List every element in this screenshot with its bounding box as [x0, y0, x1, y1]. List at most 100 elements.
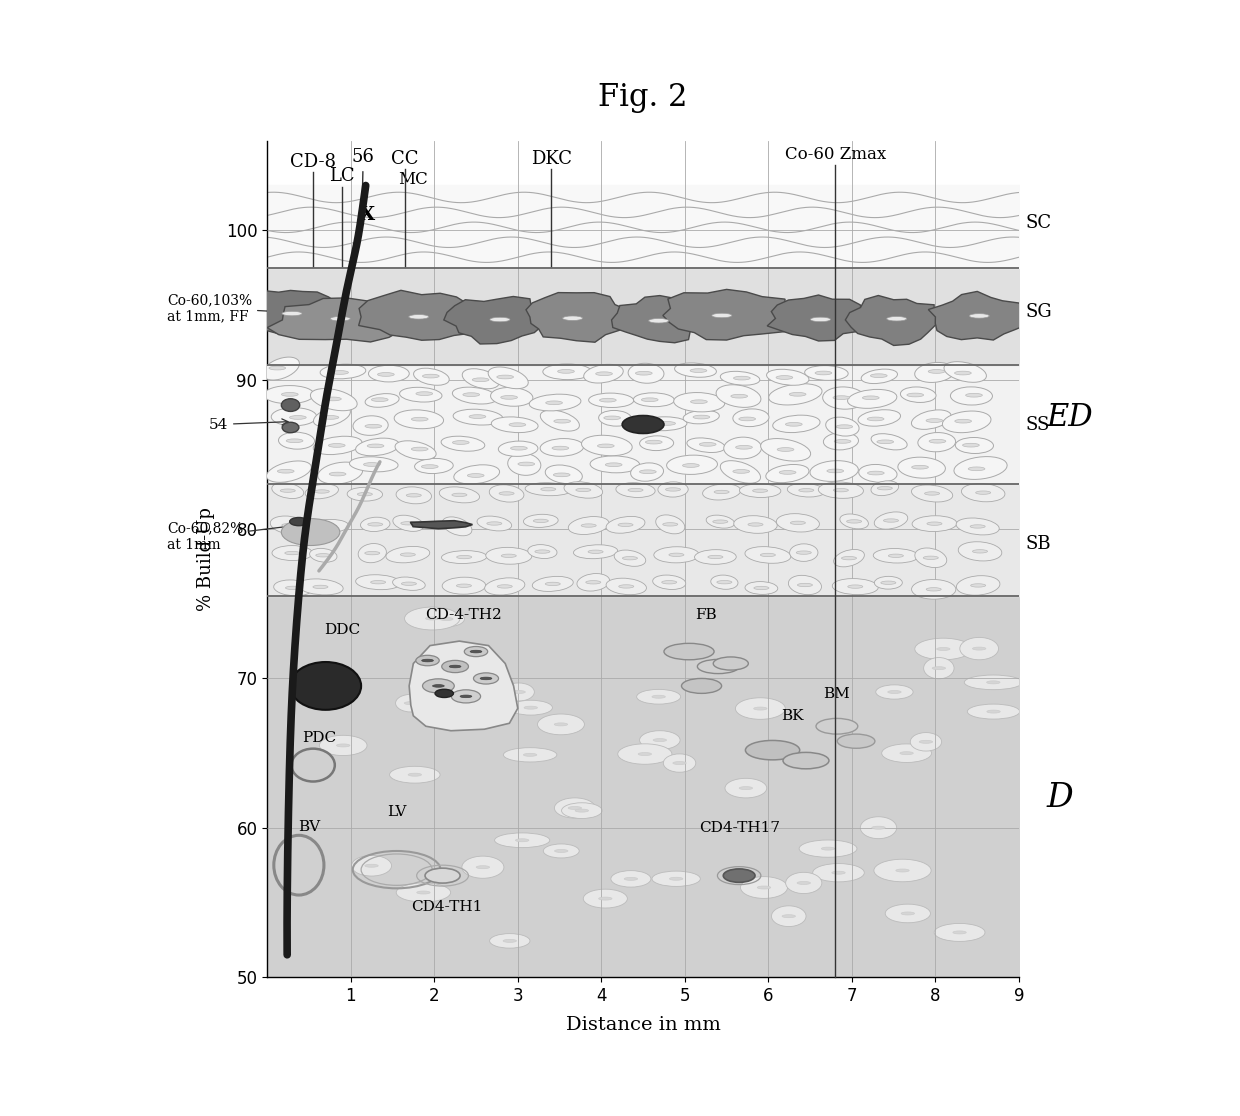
- Ellipse shape: [739, 787, 753, 790]
- Ellipse shape: [463, 856, 503, 878]
- Ellipse shape: [822, 387, 866, 410]
- Polygon shape: [410, 521, 472, 529]
- Ellipse shape: [733, 470, 750, 473]
- Ellipse shape: [454, 464, 500, 484]
- Text: Co-60,82%
at 1mm: Co-60,82% at 1mm: [167, 520, 324, 551]
- Ellipse shape: [782, 915, 795, 917]
- Ellipse shape: [874, 512, 908, 529]
- Y-axis label: % Build-Up: % Build-Up: [197, 507, 215, 610]
- Ellipse shape: [911, 465, 929, 469]
- Ellipse shape: [490, 934, 529, 949]
- Ellipse shape: [697, 660, 739, 674]
- Ellipse shape: [616, 482, 655, 498]
- Ellipse shape: [546, 583, 560, 586]
- Ellipse shape: [396, 441, 436, 460]
- Ellipse shape: [377, 373, 394, 376]
- Ellipse shape: [900, 387, 936, 403]
- Ellipse shape: [512, 691, 526, 693]
- Text: LV: LV: [387, 806, 407, 819]
- Ellipse shape: [272, 483, 304, 499]
- Ellipse shape: [870, 374, 887, 377]
- Ellipse shape: [640, 436, 673, 451]
- Ellipse shape: [906, 393, 924, 397]
- Ellipse shape: [464, 646, 487, 656]
- Ellipse shape: [389, 767, 440, 783]
- Ellipse shape: [476, 866, 490, 868]
- Ellipse shape: [491, 417, 538, 433]
- Ellipse shape: [950, 387, 992, 405]
- Ellipse shape: [489, 367, 528, 388]
- Ellipse shape: [414, 459, 453, 473]
- Ellipse shape: [606, 517, 645, 533]
- Ellipse shape: [656, 514, 684, 533]
- Ellipse shape: [365, 551, 379, 555]
- Ellipse shape: [706, 516, 734, 528]
- Ellipse shape: [965, 675, 1022, 690]
- Ellipse shape: [449, 665, 461, 667]
- Ellipse shape: [653, 547, 699, 562]
- Ellipse shape: [577, 574, 610, 591]
- Ellipse shape: [417, 891, 430, 894]
- Ellipse shape: [495, 833, 549, 848]
- Ellipse shape: [440, 617, 453, 620]
- Ellipse shape: [330, 472, 346, 475]
- Ellipse shape: [730, 394, 748, 398]
- Ellipse shape: [703, 484, 740, 500]
- Ellipse shape: [826, 417, 859, 436]
- Ellipse shape: [320, 364, 366, 378]
- Ellipse shape: [575, 489, 590, 492]
- Text: SB: SB: [1025, 535, 1052, 554]
- Ellipse shape: [883, 519, 899, 522]
- Ellipse shape: [885, 904, 930, 923]
- Ellipse shape: [955, 420, 971, 423]
- Ellipse shape: [507, 453, 541, 475]
- Text: X: X: [360, 206, 374, 224]
- Ellipse shape: [976, 491, 991, 494]
- Ellipse shape: [733, 408, 769, 426]
- Ellipse shape: [713, 520, 728, 523]
- Ellipse shape: [456, 584, 471, 587]
- Ellipse shape: [624, 877, 637, 881]
- Ellipse shape: [368, 365, 409, 382]
- Ellipse shape: [622, 557, 637, 560]
- Ellipse shape: [568, 807, 582, 809]
- Ellipse shape: [482, 684, 496, 687]
- Ellipse shape: [956, 518, 999, 535]
- Ellipse shape: [919, 740, 932, 743]
- Ellipse shape: [491, 387, 533, 406]
- Ellipse shape: [816, 719, 858, 734]
- Ellipse shape: [329, 443, 345, 448]
- Ellipse shape: [823, 433, 858, 450]
- Ellipse shape: [961, 483, 1004, 502]
- Ellipse shape: [639, 752, 651, 756]
- Ellipse shape: [330, 317, 350, 321]
- Ellipse shape: [717, 580, 732, 584]
- Ellipse shape: [554, 849, 568, 853]
- Text: BV: BV: [298, 820, 320, 835]
- Ellipse shape: [753, 489, 768, 492]
- Ellipse shape: [790, 393, 806, 396]
- Ellipse shape: [310, 548, 337, 562]
- Ellipse shape: [599, 897, 613, 901]
- Ellipse shape: [404, 702, 418, 704]
- Ellipse shape: [766, 464, 808, 483]
- Ellipse shape: [810, 461, 858, 481]
- Ellipse shape: [543, 844, 579, 858]
- Ellipse shape: [928, 522, 942, 526]
- Ellipse shape: [987, 710, 1001, 713]
- Ellipse shape: [970, 525, 986, 528]
- Text: DKC: DKC: [531, 150, 572, 167]
- Ellipse shape: [962, 443, 980, 448]
- Ellipse shape: [653, 739, 667, 742]
- Ellipse shape: [723, 869, 755, 883]
- Ellipse shape: [523, 753, 537, 757]
- Text: SG: SG: [1025, 304, 1053, 321]
- Ellipse shape: [619, 585, 634, 588]
- Ellipse shape: [835, 440, 851, 443]
- Ellipse shape: [799, 489, 813, 492]
- Ellipse shape: [415, 655, 439, 666]
- Ellipse shape: [415, 392, 433, 395]
- Title: Fig. 2: Fig. 2: [599, 81, 688, 113]
- Polygon shape: [243, 290, 339, 335]
- Ellipse shape: [285, 586, 300, 589]
